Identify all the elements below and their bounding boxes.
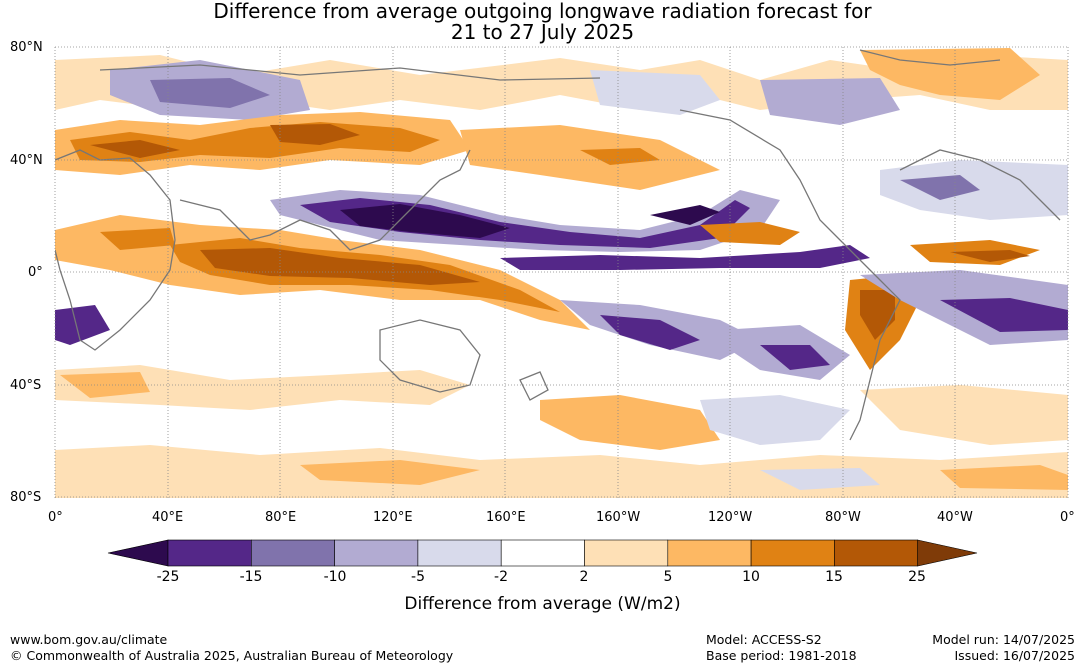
colorbar-tick: -15 xyxy=(239,569,263,585)
lon-label-0: 0° xyxy=(48,510,63,525)
lon-label-80w: 80°W xyxy=(825,510,861,525)
colorbar-tick: -10 xyxy=(323,569,347,585)
footer-issued: Issued: 16/07/2025 xyxy=(954,648,1076,663)
colorbar-tick: 2 xyxy=(579,569,589,585)
lat-label-40n: 40°N xyxy=(10,153,43,168)
map-title-line2: 21 to 27 July 2025 xyxy=(450,20,635,44)
colorbar-tick: -2 xyxy=(494,569,508,585)
colorbar-tick: -25 xyxy=(156,569,180,585)
lat-label-80n: 80°N xyxy=(10,40,43,55)
lon-label-120e: 120°E xyxy=(373,510,413,525)
lon-label-40w: 40°W xyxy=(937,510,973,525)
colorbar-tick: -5 xyxy=(411,569,425,585)
colorbar-segment-4 xyxy=(417,539,502,567)
graticule xyxy=(54,46,1069,498)
colorbar-tick: 15 xyxy=(825,569,843,585)
colorbar-segment-3 xyxy=(334,539,419,567)
map-title-line1: Difference from average outgoing longwav… xyxy=(213,0,872,23)
footer-model: Model: ACCESS-S2 xyxy=(706,632,822,647)
colorbar-segment-6 xyxy=(584,539,669,567)
colorbar-segment-below-min xyxy=(107,539,169,567)
colorbar xyxy=(107,539,978,567)
colorbar-segment-above-max xyxy=(917,539,978,567)
lat-label-eq: 0° xyxy=(28,265,43,280)
colorbar-segment-2 xyxy=(251,539,335,567)
lon-label-0-east: 0° xyxy=(1060,510,1075,525)
lon-label-120w: 120°W xyxy=(708,510,753,525)
lat-label-80s: 80°S xyxy=(10,490,42,505)
lon-label-80e: 80°E xyxy=(265,510,297,525)
colorbar-segment-8 xyxy=(750,539,835,567)
colorbar-segment-5 xyxy=(500,539,585,567)
colorbar-tick: 5 xyxy=(663,569,673,585)
colorbar-segment-1 xyxy=(167,539,252,567)
footer-base-period: Base period: 1981-2018 xyxy=(706,648,857,663)
colorbar-segment-7 xyxy=(667,539,752,567)
lon-label-40e: 40°E xyxy=(152,510,184,525)
footer-copyright: © Commonwealth of Australia 2025, Austra… xyxy=(10,648,454,663)
lon-label-160e: 160°E xyxy=(486,510,526,525)
colorbar-title: Difference from average (W/m2) xyxy=(404,594,681,614)
footer-url: www.bom.gov.au/climate xyxy=(10,632,168,647)
anomaly-field xyxy=(55,48,1068,498)
lat-label-40s: 40°S xyxy=(10,378,42,393)
footer-model-run: Model run: 14/07/2025 xyxy=(932,632,1075,647)
colorbar-segment-9 xyxy=(834,539,919,567)
colorbar-tick: 25 xyxy=(908,569,926,585)
lon-label-160w: 160°W xyxy=(596,510,641,525)
colorbar-tick: 10 xyxy=(742,569,760,585)
